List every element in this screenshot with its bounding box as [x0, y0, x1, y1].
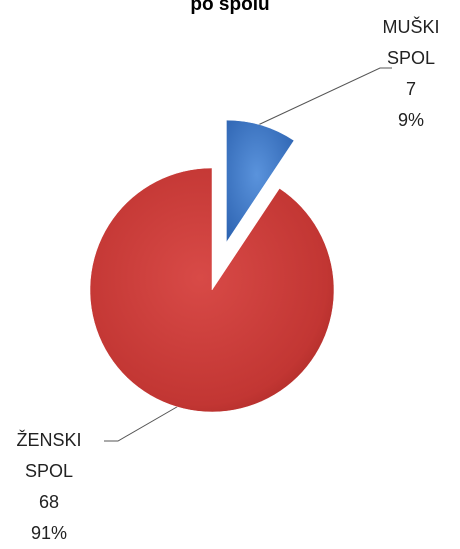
chart-title: po spolu: [190, 0, 269, 15]
pie-slice: [89, 167, 335, 413]
data-label: MUŠKI SPOL 7 9%: [366, 12, 456, 136]
percent-label: 91%: [30, 523, 68, 543]
category-label: ŽENSKI SPOL: [16, 430, 82, 481]
category-label: MUŠKI SPOL: [382, 17, 440, 68]
pie-slice: [226, 119, 295, 243]
leader-line: [257, 67, 392, 126]
value-label: 68: [38, 492, 60, 512]
value-label: 7: [405, 79, 416, 99]
percent-label: 9%: [397, 110, 424, 130]
leader-line: [104, 403, 183, 442]
data-label: ŽENSKI SPOL 68 91%: [4, 425, 94, 549]
